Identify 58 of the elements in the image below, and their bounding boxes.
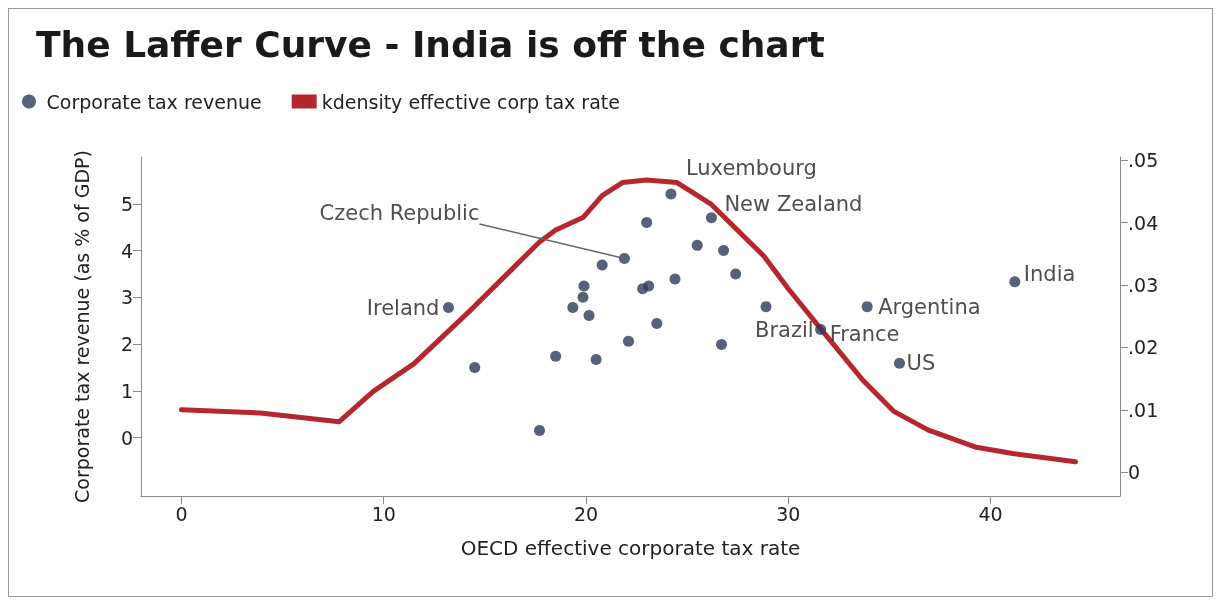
point [622,335,634,347]
point [578,280,590,292]
y2-tick-label: .05 [1128,149,1159,172]
point [583,310,595,322]
y-tick-label: 1 [120,379,133,402]
annotation: New Zealand [724,191,863,216]
point [815,324,827,336]
point [705,212,717,224]
point [1009,276,1021,288]
point [665,188,677,200]
y2-tick-label: .03 [1128,273,1159,296]
y-axis-title: Corporate tax revenue (as % of GDP) [70,150,93,503]
y2-tick-label: 0 [1128,461,1141,484]
y2-tick-label: .02 [1128,336,1159,359]
point [861,301,873,313]
y-tick-label: 5 [120,192,133,215]
point [718,245,730,257]
chart-title: The Laffer Curve - India is off the chart [36,23,825,65]
annotation: US [906,351,936,376]
point [641,216,653,228]
point [618,252,630,264]
point [669,273,681,285]
point [760,301,772,313]
y2-tick-label: .04 [1128,211,1159,234]
annotation: France [829,321,900,346]
point [894,357,906,369]
point [590,353,602,365]
legend-label: Corporate tax revenue [46,90,262,113]
x-tick-label: 30 [776,502,801,525]
point [567,302,579,314]
annotation: Luxembourg [685,155,817,180]
x-tick-label: 40 [978,502,1003,525]
point [442,302,454,314]
annotation: Brazil [755,317,814,342]
y-tick-label: 0 [120,426,133,449]
point [716,339,728,350]
point [651,317,663,329]
x-tick-label: 20 [573,502,599,525]
x-tick-label: 0 [175,502,188,525]
annotation: Ireland [366,295,440,320]
point [533,425,545,437]
point [643,280,655,292]
y-tick-label: 3 [120,286,133,309]
point [730,268,742,280]
x-axis-title: OECD effective corporate tax rate [460,536,801,560]
point [550,350,562,362]
point [577,291,589,303]
annotation: Czech Republic [319,201,480,226]
x-tick-label: 10 [371,502,396,525]
y-tick-label: 2 [120,333,133,356]
annotation: Argentina [878,294,981,319]
point [596,259,608,271]
y-tick-label: 4 [120,239,133,262]
point [469,361,481,373]
point [691,239,703,251]
legend-label: kdensity effective corp tax rate [321,90,620,113]
annotation: India [1023,261,1076,286]
y2-tick-label: .01 [1128,398,1159,421]
